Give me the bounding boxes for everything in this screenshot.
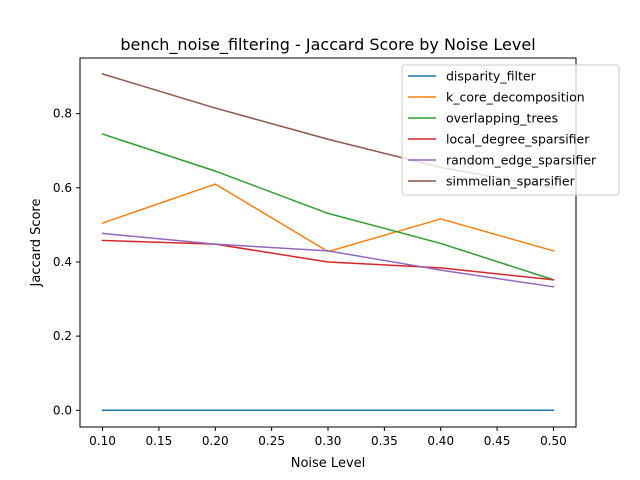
y-axis-ticks: 0.0 0.2 0.4 0.6 0.8 — [53, 107, 80, 417]
legend-label-k_core_decomposition: k_core_decomposition — [446, 90, 585, 105]
x-tick-label: 0.25 — [258, 434, 285, 448]
y-axis-label: Jaccard Score — [29, 199, 44, 288]
legend-label-disparity_filter: disparity_filter — [446, 69, 537, 84]
x-axis-label: Noise Level — [291, 456, 366, 471]
x-tick-label: 0.20 — [202, 434, 229, 448]
legend-box — [401, 64, 620, 196]
legend-items: disparity_filter k_core_decompositionover… — [408, 69, 597, 189]
y-tick-label: 0.0 — [53, 403, 72, 417]
series-line-random_edge_sparsifier — [101, 232, 555, 288]
legend: disparity_filter k_core_decompositionover… — [401, 64, 620, 196]
legend-label-random_edge_sparsifier: random_edge_sparsifier — [446, 153, 597, 168]
series-line-local_degree_sparsifier — [101, 239, 555, 281]
x-tick-label: 0.35 — [371, 434, 398, 448]
x-axis-ticks: 0.10 0.15 0.20 0.25 0.30 0.35 0.40 0.45 0.50 — [89, 427, 567, 448]
legend-label-overlapping_trees: overlapping_trees — [446, 111, 558, 126]
legend-label-simmelian_sparsifier: simmelian_sparsifier — [446, 174, 576, 189]
x-tick-label: 0.30 — [315, 434, 342, 448]
x-tick-label: 0.40 — [427, 434, 454, 448]
y-tick-label: 0.8 — [53, 107, 72, 121]
x-tick-label: 0.15 — [146, 434, 173, 448]
y-tick-label: 0.4 — [53, 255, 72, 269]
chart-title: bench_noise_filtering - Jaccard Score by… — [120, 35, 535, 55]
x-tick-label: 0.10 — [89, 434, 116, 448]
y-tick-label: 0.2 — [53, 329, 72, 343]
legend-label-local_degree_sparsifier: local_degree_sparsifier — [446, 132, 590, 147]
x-tick-label: 0.45 — [484, 434, 511, 448]
series-line-overlapping_trees — [101, 133, 555, 281]
x-tick-label: 0.50 — [540, 434, 567, 448]
y-tick-label: 0.6 — [53, 181, 72, 195]
